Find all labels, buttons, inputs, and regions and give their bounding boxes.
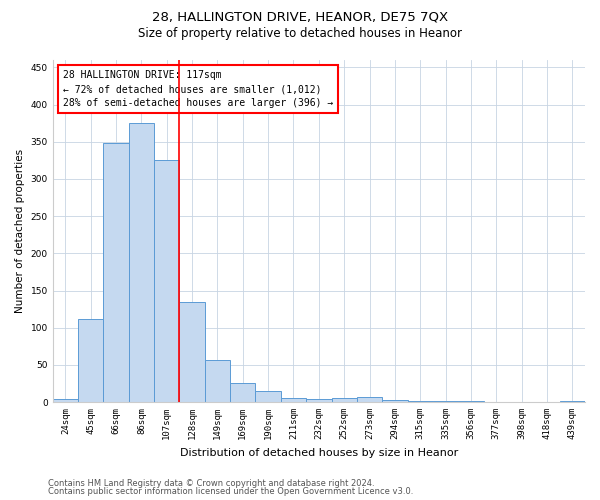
- Bar: [357, 397, 382, 402]
- Bar: [103, 144, 129, 402]
- Text: 28, HALLINGTON DRIVE, HEANOR, DE75 7QX: 28, HALLINGTON DRIVE, HEANOR, DE75 7QX: [152, 10, 448, 23]
- Y-axis label: Number of detached properties: Number of detached properties: [15, 149, 25, 313]
- Bar: [306, 399, 332, 402]
- Bar: [53, 399, 78, 402]
- Text: Contains public sector information licensed under the Open Government Licence v3: Contains public sector information licen…: [48, 487, 413, 496]
- Bar: [407, 400, 433, 402]
- Text: Size of property relative to detached houses in Heanor: Size of property relative to detached ho…: [138, 28, 462, 40]
- Bar: [433, 400, 458, 402]
- Bar: [154, 160, 179, 402]
- Bar: [179, 302, 205, 402]
- Bar: [230, 384, 256, 402]
- Bar: [281, 398, 306, 402]
- Bar: [256, 391, 281, 402]
- Bar: [78, 319, 103, 402]
- Text: 28 HALLINGTON DRIVE: 117sqm
← 72% of detached houses are smaller (1,012)
28% of : 28 HALLINGTON DRIVE: 117sqm ← 72% of det…: [64, 70, 334, 108]
- Bar: [560, 400, 585, 402]
- Bar: [205, 360, 230, 402]
- Text: Contains HM Land Registry data © Crown copyright and database right 2024.: Contains HM Land Registry data © Crown c…: [48, 478, 374, 488]
- Bar: [129, 123, 154, 402]
- X-axis label: Distribution of detached houses by size in Heanor: Distribution of detached houses by size …: [180, 448, 458, 458]
- Bar: [332, 398, 357, 402]
- Bar: [382, 400, 407, 402]
